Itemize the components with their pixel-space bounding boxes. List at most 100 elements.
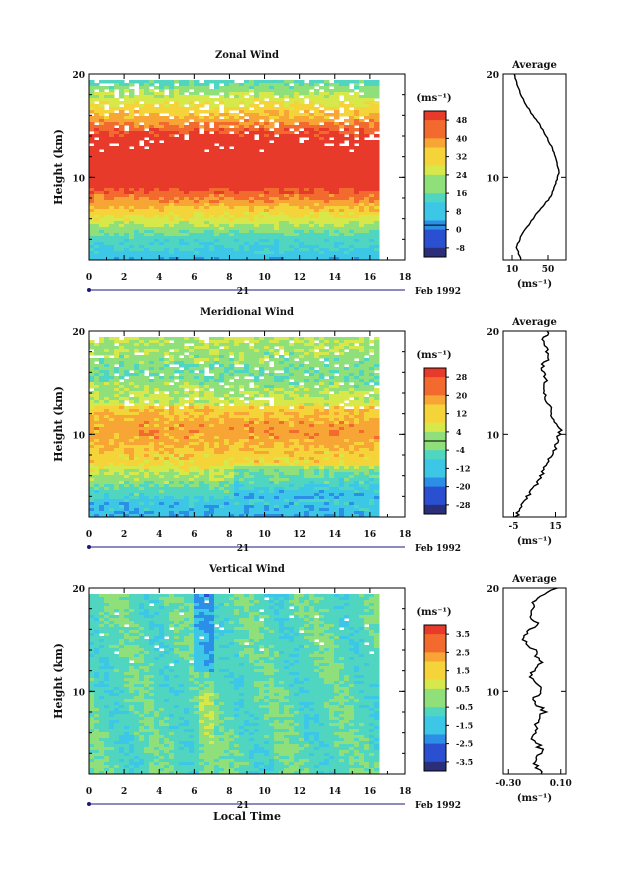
heatmap-cell [224,95,230,99]
heatmap-cell [94,215,100,219]
heatmap-cell [229,221,235,225]
heatmap-cell [119,158,125,162]
heatmap-cell [294,364,300,368]
heatmap-cell [214,337,220,341]
heatmap-cell [99,146,105,150]
heatmap-cell [214,343,220,347]
heatmap-cell [89,209,95,213]
heatmap-cell [339,424,345,428]
heatmap-cell [184,391,190,395]
heatmap-cell [174,367,180,371]
heatmap-cell [174,185,180,189]
heatmap-cell [329,355,335,359]
heatmap-cell [219,337,225,341]
heatmap-cell [149,358,155,362]
heatmap-cells [89,337,380,518]
heatmap-cell [374,415,380,419]
heatmap-cell [264,218,270,222]
heatmap-cell [284,173,290,177]
heatmap-cell [284,200,290,204]
heatmap-cell [269,346,275,350]
heatmap-cell [369,245,375,249]
heatmap-cell [104,215,110,219]
heatmap-cell [309,388,315,392]
heatmap-cell [374,158,380,162]
heatmap-cell [334,107,340,111]
heatmap-cell [239,418,245,422]
heatmap-cell [169,197,175,201]
heatmap-cell [374,197,380,201]
heatmap-cell [224,122,230,126]
heatmap-cell [149,173,155,177]
heatmap-cell [334,257,340,261]
heatmap-cell [284,221,290,225]
heatmap-cell [334,152,340,156]
heatmap-cell [224,185,230,189]
heatmap-cell [289,170,295,174]
heatmap-cell [369,155,375,159]
heatmap-cell [189,370,195,374]
heatmap-cell [204,230,210,234]
heatmap-cell [299,206,305,210]
heatmap-cell [259,140,265,144]
heatmap-cell [209,98,215,102]
heatmap-cell [284,388,290,392]
heatmap-cell [254,376,260,380]
heatmap-cell [169,149,175,153]
heatmap-cell [109,173,115,177]
heatmap-cell [234,107,240,111]
heatmap-cell [199,239,205,243]
heatmap-cell [294,415,300,419]
heatmap-cell [324,194,330,198]
heatmap-cell [294,349,300,353]
heatmap-cell [114,415,120,419]
heatmap-cell [89,185,95,189]
heatmap-cell [104,173,110,177]
heatmap-cell [329,179,335,183]
heatmap-cell [109,418,115,422]
heatmap-cell [339,179,345,183]
heatmap-cell [104,239,110,243]
heatmap-cell [209,382,215,386]
heatmap-cell [229,245,235,249]
heatmap-cell [294,242,300,246]
heatmap-cell [259,95,265,99]
heatmap-cell [309,418,315,422]
heatmap-cell [234,143,240,147]
heatmap-cell [169,176,175,180]
heatmap-cell [154,101,160,105]
heatmap-cell [189,406,195,410]
heatmap-cell [234,137,240,141]
heatmap-cell [144,101,150,105]
heatmap-cell [309,245,315,249]
heatmap-cell [359,200,365,204]
heatmap-cell [144,343,150,347]
heatmap-cell [264,110,270,114]
heatmap-cell [214,89,220,93]
heatmap-cell [274,385,280,389]
heatmap-cell [129,412,135,416]
heatmap-cell [304,194,310,198]
heatmap-cell [214,107,220,111]
heatmap-cell [154,215,160,219]
heatmap-cell [299,173,305,177]
heatmap-cell [309,170,315,174]
heatmap-cell [174,155,180,159]
heatmap-cell [169,98,175,102]
heatmap-cell [164,373,170,377]
heatmap-cell [219,385,225,389]
heatmap-cell [254,412,260,416]
heatmap-cell [149,379,155,383]
heatmap-cell [99,104,105,108]
heatmap-cell [169,185,175,189]
heatmap-cell [144,367,150,371]
heatmap-cell [239,140,245,144]
heatmap-cell [289,409,295,413]
heatmap-cell [139,83,145,87]
heatmap-cell [199,125,205,129]
heatmap-cell [289,173,295,177]
heatmap-cell [279,113,285,117]
heatmap-cell [284,197,290,201]
heatmap-cell [99,122,105,126]
heatmap-cell [99,224,105,228]
